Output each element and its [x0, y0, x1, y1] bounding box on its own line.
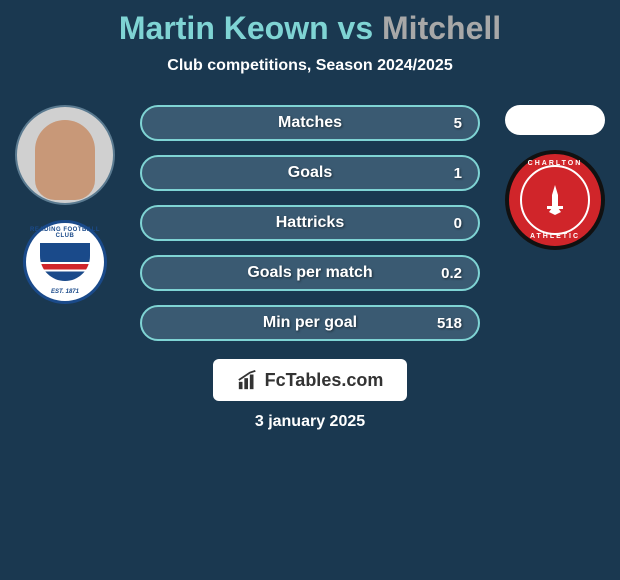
stat-value: 1 — [454, 165, 462, 182]
player2-name: Mitchell — [382, 10, 501, 46]
stat-label: Goals — [288, 164, 332, 182]
player1-name: Martin Keown — [119, 10, 329, 46]
right-column: CHARLTON ATHLETIC — [500, 105, 610, 250]
club2-crest-icon — [520, 165, 590, 235]
watermark-text: FcTables.com — [265, 370, 384, 391]
stat-row-gpm: Goals per match 0.2 — [140, 255, 480, 291]
club2-text-bottom: ATHLETIC — [509, 233, 601, 240]
main-area: READING FOOTBALL CLUB EST. 1871 Matches … — [0, 105, 620, 341]
stat-row-matches: Matches 5 — [140, 105, 480, 141]
stat-row-goals: Goals 1 — [140, 155, 480, 191]
stat-value: 518 — [437, 315, 462, 332]
stat-label: Goals per match — [247, 264, 372, 282]
avatar-placeholder-icon — [35, 120, 95, 200]
club1-text: READING FOOTBALL CLUB — [26, 227, 104, 239]
club1-crest-icon — [40, 243, 90, 281]
stat-row-hattricks: Hattricks 0 — [140, 205, 480, 241]
watermark: FcTables.com — [213, 359, 408, 401]
player2-avatar — [505, 105, 605, 135]
date-text: 3 january 2025 — [0, 413, 620, 431]
club1-est: EST. 1871 — [51, 289, 79, 295]
stat-row-mpg: Min per goal 518 — [140, 305, 480, 341]
subtitle: Club competitions, Season 2024/2025 — [0, 57, 620, 75]
stat-value: 5 — [454, 115, 462, 132]
stat-value: 0.2 — [441, 265, 462, 282]
sword-icon — [535, 180, 575, 220]
stat-label: Hattricks — [276, 214, 344, 232]
stats-area: Matches 5 Goals 1 Hattricks 0 Goals per … — [140, 105, 480, 341]
chart-icon — [237, 369, 259, 391]
player2-club-badge: CHARLTON ATHLETIC — [505, 150, 605, 250]
page-title: Martin Keown vs Mitchell — [0, 10, 620, 47]
vs-text: vs — [338, 10, 374, 46]
left-column: READING FOOTBALL CLUB EST. 1871 — [10, 105, 120, 304]
club2-text-top: CHARLTON — [509, 160, 601, 167]
player1-club-badge: READING FOOTBALL CLUB EST. 1871 — [23, 220, 107, 304]
stat-label: Min per goal — [263, 314, 357, 332]
player1-avatar — [15, 105, 115, 205]
stat-value: 0 — [454, 215, 462, 232]
stat-label: Matches — [278, 114, 342, 132]
